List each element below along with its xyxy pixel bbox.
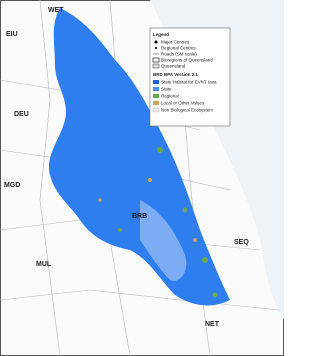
legend: Legend Major Centres Regional Centres Ro…: [149, 27, 231, 127]
legend-symbol: [154, 40, 158, 44]
bioregion-subarea: [140, 200, 187, 281]
legend-class: State Habitat for EVNT taxa: [161, 80, 217, 85]
legend-swatch: [153, 87, 159, 91]
green-patches: [118, 147, 218, 298]
orange-patches: [98, 178, 197, 242]
region-label: SEQ: [234, 239, 249, 246]
legend-symbol: [155, 47, 157, 49]
region-label: MUL: [36, 261, 52, 268]
legend-title: Legend: [153, 32, 169, 37]
legend-section-title: BRD BPA Version 2.1: [153, 72, 199, 77]
legend-symbol: [152, 63, 160, 69]
region-label: DEU: [14, 111, 29, 118]
legend-item: Roads (SM scale): [161, 52, 197, 57]
legend-swatch: [153, 101, 159, 105]
region-label: NET: [205, 321, 220, 328]
region-label: EIU: [6, 31, 18, 38]
legend-class: Local or Other Values: [161, 101, 205, 106]
region-label: MGD: [4, 182, 20, 189]
legend-item: Major Centres: [161, 40, 190, 45]
region-label: WET: [48, 7, 64, 14]
legend-item: Bioregions of Queensland: [161, 58, 213, 63]
legend-item: Regional Centres: [161, 46, 197, 51]
bioregion-area: [48, 8, 231, 306]
legend-symbol: [152, 57, 160, 63]
legend-class: State: [161, 87, 172, 92]
legend-item: Queensland: [161, 64, 186, 69]
sea: [150, 0, 284, 320]
legend-swatch: [153, 80, 159, 84]
legend-class: Non Biological Ecosystem: [161, 108, 213, 113]
region-label: BRB: [132, 213, 147, 220]
legend-swatch: [153, 94, 159, 98]
legend-box: [149, 27, 231, 127]
legend-class: Regional: [161, 94, 179, 99]
map: Legend Major Centres Regional Centres Ro…: [0, 0, 284, 356]
legend-swatch: [152, 107, 160, 113]
